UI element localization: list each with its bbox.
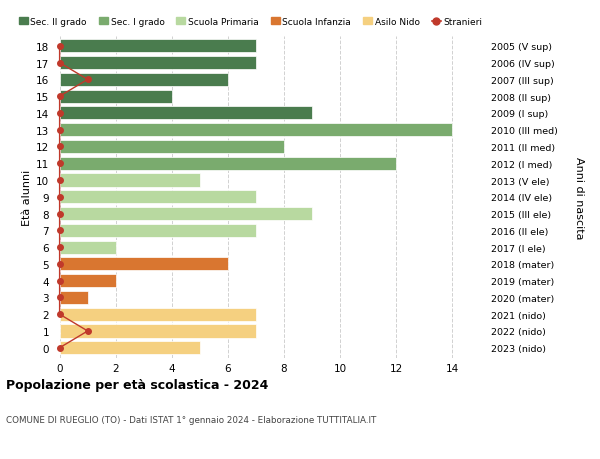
Bar: [59, 57, 256, 70]
Bar: [59, 224, 256, 237]
Bar: [59, 341, 200, 354]
Bar: [59, 174, 200, 187]
Bar: [59, 274, 116, 288]
Y-axis label: Età alunni: Età alunni: [22, 169, 32, 225]
Text: COMUNE DI RUEGLIO (TO) - Dati ISTAT 1° gennaio 2024 - Elaborazione TUTTITALIA.IT: COMUNE DI RUEGLIO (TO) - Dati ISTAT 1° g…: [6, 415, 376, 425]
Bar: [59, 107, 312, 120]
Y-axis label: Anni di nascita: Anni di nascita: [574, 156, 584, 239]
Bar: [59, 291, 88, 304]
Bar: [59, 90, 172, 103]
Bar: [59, 207, 312, 221]
Bar: [59, 40, 256, 53]
Legend: Sec. II grado, Sec. I grado, Scuola Primaria, Scuola Infanzia, Asilo Nido, Stran: Sec. II grado, Sec. I grado, Scuola Prim…: [15, 14, 486, 30]
Bar: [59, 140, 284, 154]
Bar: [59, 124, 452, 137]
Bar: [59, 258, 228, 271]
Bar: [59, 157, 396, 170]
Bar: [59, 74, 228, 87]
Bar: [59, 191, 256, 204]
Bar: [59, 308, 256, 321]
Bar: [59, 241, 116, 254]
Bar: [59, 325, 256, 338]
Text: Popolazione per età scolastica - 2024: Popolazione per età scolastica - 2024: [6, 379, 268, 392]
